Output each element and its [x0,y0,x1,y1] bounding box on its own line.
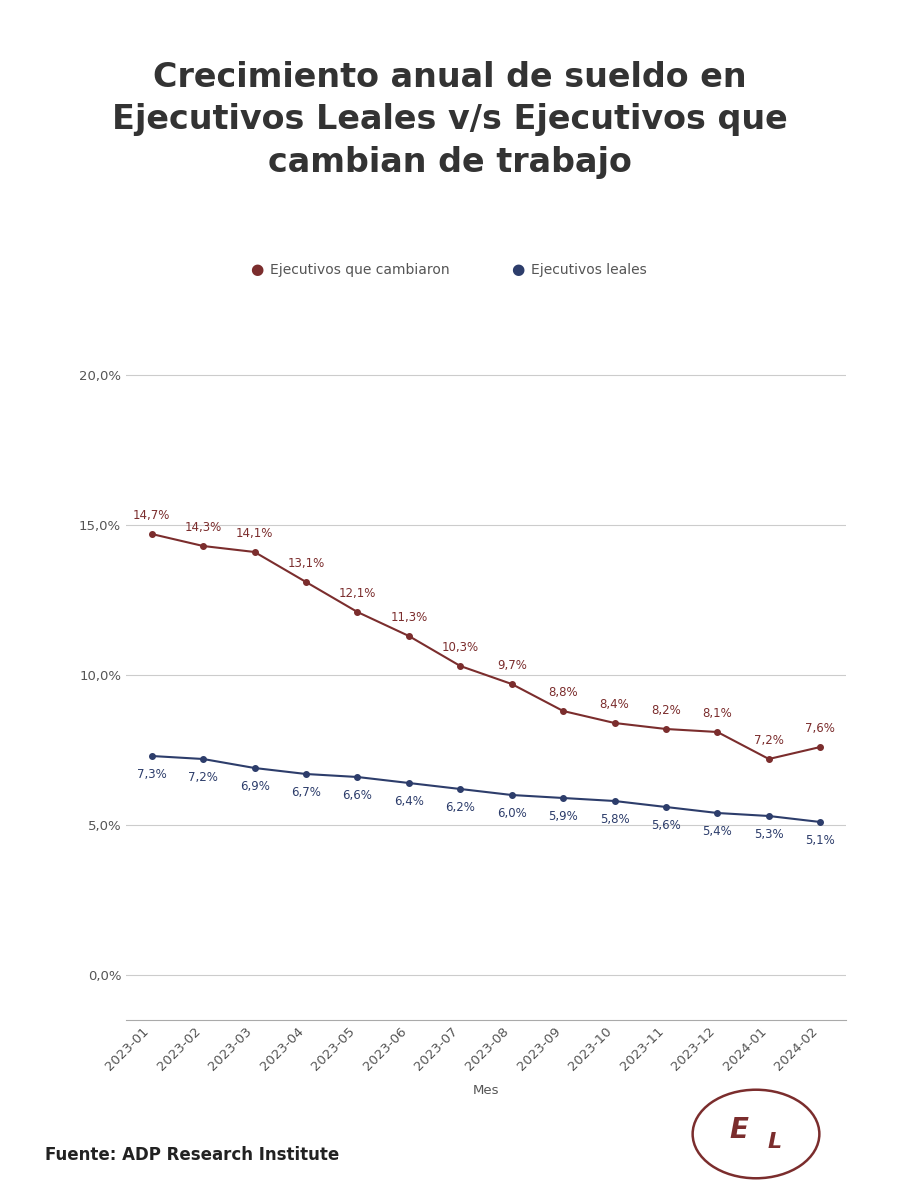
Text: 6,4%: 6,4% [394,794,424,808]
Text: 5,3%: 5,3% [754,828,784,841]
Text: L: L [768,1132,782,1152]
X-axis label: Mes: Mes [472,1085,500,1098]
Text: 6,9%: 6,9% [239,780,269,793]
Text: 14,7%: 14,7% [133,509,170,522]
Text: E: E [729,1116,748,1144]
Text: 13,1%: 13,1% [287,557,325,570]
Text: 5,8%: 5,8% [599,814,629,826]
Text: 14,1%: 14,1% [236,527,274,540]
Text: 8,2%: 8,2% [651,704,681,716]
Text: 7,3%: 7,3% [137,768,166,781]
Text: 5,6%: 5,6% [651,818,681,832]
Text: 5,1%: 5,1% [806,834,835,847]
Text: 11,3%: 11,3% [391,611,428,624]
Text: 7,2%: 7,2% [188,770,218,784]
Text: Ejecutivos leales: Ejecutivos leales [531,263,647,277]
Text: 5,9%: 5,9% [548,810,578,823]
Text: 9,7%: 9,7% [497,659,526,672]
Text: 14,3%: 14,3% [184,521,221,534]
Text: 10,3%: 10,3% [442,641,479,654]
Text: 7,6%: 7,6% [806,722,835,734]
Text: 5,4%: 5,4% [703,826,733,838]
Text: 6,7%: 6,7% [291,786,321,799]
Text: 7,2%: 7,2% [754,734,784,746]
Ellipse shape [693,1090,819,1178]
Text: 12,1%: 12,1% [338,587,376,600]
Text: 8,1%: 8,1% [703,707,733,720]
Text: Fuente: ADP Research Institute: Fuente: ADP Research Institute [45,1146,339,1164]
Text: 6,0%: 6,0% [497,806,526,820]
Text: 8,8%: 8,8% [548,686,578,698]
Text: 8,4%: 8,4% [599,698,629,710]
Text: ●: ● [511,263,524,277]
Text: ●: ● [250,263,263,277]
Text: 6,2%: 6,2% [446,802,475,814]
Text: Ejecutivos que cambiaron: Ejecutivos que cambiaron [270,263,450,277]
Text: 6,6%: 6,6% [343,790,373,802]
Text: Crecimiento anual de sueldo en
Ejecutivos Leales v/s Ejecutivos que
cambian de t: Crecimiento anual de sueldo en Ejecutivo… [112,61,788,179]
